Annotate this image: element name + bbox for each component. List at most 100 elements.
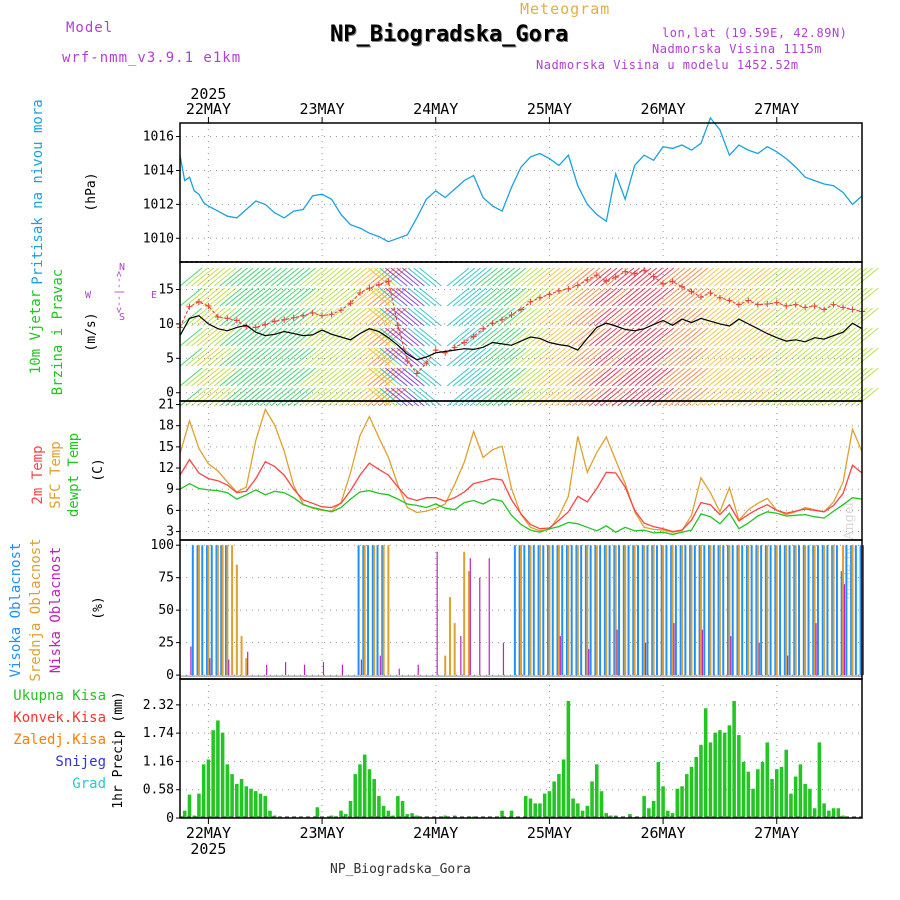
wind-arrow [759, 327, 783, 347]
precip-legend-0: Ukupna Kisa [13, 688, 106, 704]
wind-arrow [463, 347, 487, 367]
pressure-axis-label: Pritisak na nivou mora [30, 99, 46, 284]
wind-arrow [520, 367, 544, 387]
precip-bar [812, 808, 817, 818]
precip-bar [206, 759, 211, 818]
wind-arrow [384, 287, 408, 307]
wind-arrow [361, 287, 385, 307]
wind-arrow [844, 347, 868, 367]
wind-arrow [230, 307, 254, 327]
wind-arrow [566, 287, 589, 307]
gust-marker [802, 304, 809, 311]
precip-bar [722, 732, 727, 818]
wind-arrow [179, 367, 203, 387]
y-tick-label: 1016 [143, 130, 174, 145]
wind-arrow [821, 307, 845, 327]
wind-arrow [390, 287, 414, 307]
wind-arrow [316, 327, 339, 347]
wind-arrow [583, 287, 606, 307]
wind-arrow [402, 367, 425, 387]
wind-arrow [838, 287, 862, 307]
elevation-label: Nadmorska Visina 1115m [652, 42, 822, 56]
precip-bar [694, 757, 699, 818]
wind-arrow [367, 347, 391, 367]
wind-arrow [333, 347, 356, 367]
wind-arrow [799, 327, 822, 347]
wind-arrow [628, 347, 652, 367]
wind-arrow [611, 387, 635, 407]
wind-arrow [276, 387, 299, 407]
top-date-label: 23MAY [300, 100, 345, 118]
wind-arrow [821, 347, 845, 367]
y-tick-label: 6 [166, 503, 174, 518]
wind-arrow [202, 307, 226, 327]
wind-arrow [191, 387, 214, 407]
wind-arrow [469, 387, 493, 407]
wind-arrow [327, 387, 351, 407]
wind-arrow [253, 267, 277, 287]
precip-bar [211, 730, 215, 818]
gust-marker [773, 299, 780, 306]
wind-arrow [242, 327, 265, 347]
precip-bar [372, 778, 376, 818]
wind-arrow [747, 327, 771, 347]
wind-arrow [600, 367, 623, 387]
wind-arrow [713, 267, 737, 287]
wind-arrow [747, 267, 771, 287]
wind-arrow [270, 347, 294, 367]
wind-arrow [361, 267, 385, 287]
wind-arrow [685, 267, 709, 287]
wind-arrow [503, 387, 527, 407]
wind-arrow [350, 387, 373, 407]
wind-arrow [225, 367, 248, 387]
wind-arrow [281, 327, 305, 347]
wind-arrow [560, 307, 584, 327]
wind-arrow [293, 327, 317, 347]
wind-arrow [588, 287, 612, 307]
precip-bar [410, 813, 414, 818]
precip-bar [836, 808, 841, 818]
gust-marker [423, 360, 430, 367]
y-tick-label: 0 [166, 668, 174, 683]
y-tick-label: 1.16 [143, 754, 174, 769]
gust-marker [499, 316, 506, 323]
wind-arrow [379, 387, 402, 407]
wind-arrow [628, 327, 652, 347]
precip-bar [235, 783, 239, 818]
wind-arrow [333, 327, 356, 347]
wind-arrow [463, 327, 487, 347]
dir-key-w: W [85, 290, 92, 301]
gust-marker [366, 285, 373, 292]
wind-arrow [304, 387, 328, 407]
wind-arrow [804, 307, 828, 327]
y-tick-label: 2.32 [143, 698, 174, 713]
wind-arrow [475, 327, 498, 347]
wind-arrow [452, 267, 476, 287]
wind-arrow [526, 307, 550, 327]
gust-marker [205, 303, 212, 310]
wind-arrow [179, 327, 203, 347]
wind-speed-line [179, 315, 863, 361]
wind-arrow [577, 287, 601, 307]
wind-arrow [730, 307, 754, 327]
wind-arrow [259, 347, 282, 367]
wind-arrow [645, 307, 669, 327]
wind-arrow [747, 287, 771, 307]
y-tick-label: 21 [158, 398, 174, 413]
wind-arrow [480, 287, 504, 307]
wind-arrow [179, 307, 203, 327]
wind-arrow [747, 347, 771, 367]
wind-arrow [691, 267, 714, 287]
gust-marker [660, 281, 667, 288]
wind-arrow [640, 347, 663, 367]
wind-arrow [736, 387, 760, 407]
gust-marker [726, 297, 733, 304]
wind-arrow [782, 367, 805, 387]
wind-arrow [452, 387, 476, 407]
wind-arrow [708, 327, 731, 347]
wind-arrow [299, 347, 322, 367]
wind-arrow [747, 387, 771, 407]
precip-bar [329, 815, 334, 818]
wind-arrow [651, 347, 675, 367]
y-tick-label: 12 [158, 461, 174, 476]
